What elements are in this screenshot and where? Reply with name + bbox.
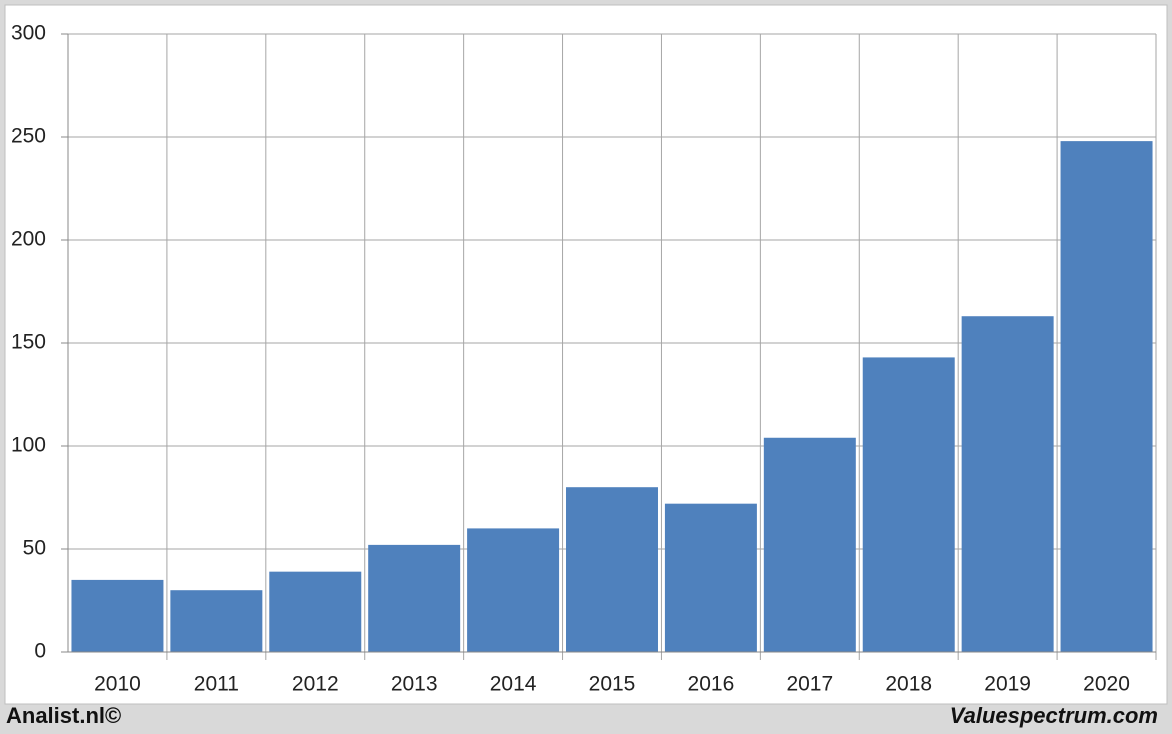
x-tick-label: 2016 — [688, 673, 735, 696]
bar — [566, 487, 658, 652]
y-tick-label: 0 — [34, 640, 46, 663]
x-tick-label: 2020 — [1083, 673, 1130, 696]
y-tick-label: 250 — [11, 125, 46, 148]
x-tick-label: 2011 — [194, 673, 239, 696]
x-tick-label: 2014 — [490, 673, 537, 696]
bar — [961, 316, 1054, 652]
y-tick-label: 200 — [11, 228, 46, 251]
footer-left: Analist.nl© — [6, 703, 121, 728]
y-tick-label: 50 — [23, 537, 46, 560]
x-tick-label: 2017 — [786, 673, 833, 696]
x-tick-label: 2015 — [589, 673, 636, 696]
y-tick-label: 100 — [11, 434, 46, 457]
bar — [862, 357, 955, 652]
bar — [170, 590, 263, 652]
y-tick-label: 150 — [11, 331, 46, 354]
x-tick-label: 2012 — [292, 673, 339, 696]
bar — [71, 579, 164, 652]
bar — [368, 544, 461, 652]
x-tick-label: 2019 — [984, 673, 1031, 696]
bar — [763, 437, 856, 652]
bar — [1060, 141, 1153, 652]
bar — [664, 503, 757, 652]
bar — [269, 571, 362, 652]
x-tick-label: 2013 — [391, 673, 438, 696]
y-tick-label: 300 — [11, 22, 46, 45]
footer-right: Valuespectrum.com — [950, 703, 1158, 728]
x-tick-label: 2010 — [94, 673, 141, 696]
x-tick-label: 2018 — [885, 673, 932, 696]
bar — [467, 528, 560, 652]
